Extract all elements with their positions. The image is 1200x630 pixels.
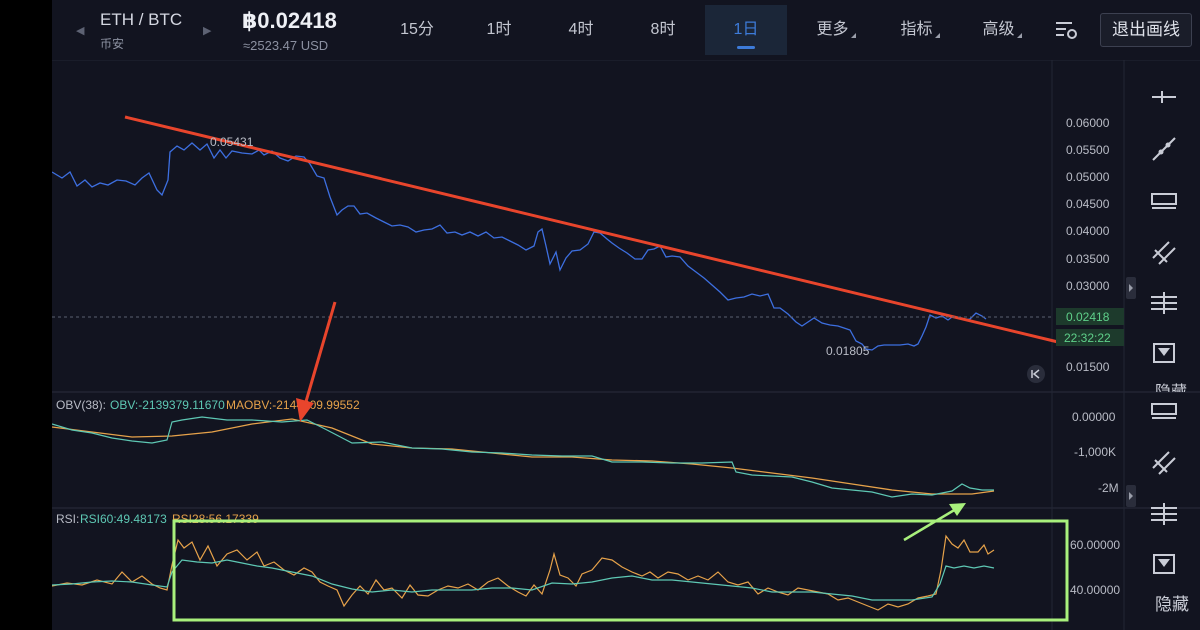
last-price: ฿0.02418 [242, 8, 337, 33]
prev-pair-icon[interactable]: ◀ [76, 25, 85, 37]
hide-drawings-icon[interactable] [1147, 336, 1181, 370]
advanced-dropdown-icon [1016, 33, 1022, 38]
hide-label-top[interactable]: 隐藏 [1155, 378, 1187, 392]
more-menu-label: 更多 [816, 21, 849, 38]
rsi28-value: RSI28:56.17339 [172, 512, 259, 526]
usd-price: ≈2523.47 USD [243, 38, 329, 53]
hide-label-bottom[interactable]: 隐藏 [1155, 595, 1189, 614]
rsi28-line [52, 534, 995, 611]
maobv-line [52, 418, 995, 495]
chart-canvas: 0.05431 0.01805 0.06000 0.05500 0.05000 … [52, 59, 1200, 630]
maobv-value: MAOBV:-2144809.99552 [226, 398, 360, 412]
parallel-channel-tool-icon-2[interactable] [1147, 446, 1181, 480]
more-menu[interactable]: 更多 [802, 5, 870, 55]
pair-name[interactable]: ETH / BTC [100, 10, 183, 29]
chart-settings-icon[interactable] [1054, 18, 1078, 42]
red-annotation-arrow [296, 301, 337, 422]
price-tick-5: 0.04000 [1066, 224, 1110, 238]
more-dropdown-icon [850, 33, 856, 38]
eth-btc-price-line [52, 142, 987, 351]
fibonacci-tool-icon-2[interactable] [1147, 497, 1181, 531]
current-price-tag: 0.02418 [1066, 310, 1110, 324]
indicators-dropdown-icon [934, 33, 940, 38]
advanced-menu-label: 高级 [982, 21, 1015, 38]
advanced-menu[interactable]: 高级 [968, 5, 1036, 55]
indicators-menu-label: 指标 [900, 21, 933, 38]
obv-line [52, 416, 994, 498]
rectangle-tool-icon[interactable] [1147, 184, 1181, 218]
scroll-to-latest-button[interactable] [1027, 365, 1045, 383]
obv-title: OBV(38): [56, 398, 106, 412]
trend-line-tool-icon[interactable] [1147, 132, 1181, 166]
indicators-menu[interactable]: 指标 [886, 5, 954, 55]
hide-drawings-icon-2[interactable] [1147, 547, 1181, 581]
countdown-tag: 22:32:22 [1064, 331, 1111, 345]
price-tick-4: 0.04500 [1066, 197, 1110, 211]
tab-15m[interactable]: 15分 [400, 21, 434, 38]
tab-8h[interactable]: 8时 [650, 21, 676, 38]
header-bar: ◀ ETH / BTC 币安 ▶ ฿0.02418 ≈2523.47 USD 1… [52, 0, 1200, 60]
rsi-tick-2: 40.00000 [1070, 583, 1120, 597]
rectangle-tool-icon-2[interactable] [1147, 394, 1181, 428]
descending-trend-line [124, 115, 1059, 344]
price-tick-7: 0.03000 [1066, 279, 1110, 293]
rsi-title: RSI: [56, 512, 79, 526]
obv-tick-1: 0.00000 [1072, 410, 1116, 424]
parallel-channel-tool-icon[interactable] [1147, 236, 1181, 270]
exit-drawing-button[interactable]: 退出画线 [1100, 13, 1192, 47]
low-price-label: 0.01805 [826, 344, 870, 358]
rsi-annotation-box [172, 519, 1069, 622]
tab-4h[interactable]: 4时 [568, 21, 594, 38]
fibonacci-tool-icon[interactable] [1147, 286, 1181, 320]
tab-1d[interactable]: 1日 [705, 5, 787, 55]
chart-screen: 0.05431 0.01805 0.06000 0.05500 0.05000 … [52, 0, 1200, 630]
price-tick-1: 0.06000 [1066, 116, 1110, 130]
obv-value: OBV:-2139379.11670 [110, 398, 225, 412]
rsi60-value: RSI60:49.48173 [80, 512, 167, 526]
obv-tick-3: -2M [1098, 481, 1119, 495]
price-tick-3: 0.05000 [1066, 170, 1110, 184]
horizontal-ray-tool-icon[interactable] [1147, 80, 1181, 114]
tab-1h[interactable]: 1时 [486, 21, 512, 38]
next-pair-icon[interactable]: ▶ [203, 25, 212, 37]
green-annotation-arrow [903, 503, 966, 542]
rsi60-line [52, 559, 995, 601]
obv-tick-2: -1,000K [1074, 445, 1116, 459]
exchange-name: 币安 [100, 37, 125, 51]
price-tick-6: 0.03500 [1066, 252, 1110, 266]
price-tick-2: 0.05500 [1066, 143, 1110, 157]
price-tick-8: 0.01500 [1066, 360, 1110, 374]
rsi-tick-1: 60.00000 [1070, 538, 1120, 552]
high-price-label: 0.05431 [210, 135, 254, 149]
